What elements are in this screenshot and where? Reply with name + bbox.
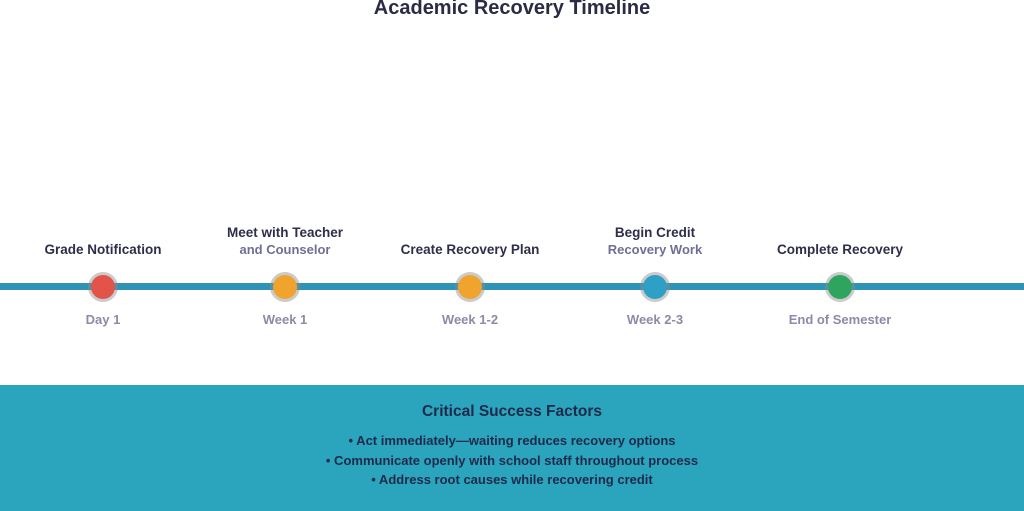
event-marker-dot <box>828 275 852 299</box>
event-time: Week 1-2 <box>441 312 499 327</box>
timeline-event: Create Recovery Plan Week 1-2 <box>360 0 580 511</box>
event-label: Grade Notification <box>0 242 213 257</box>
event-label: Create Recovery Plan <box>360 242 580 257</box>
timeline-event: Meet with Teacher and Counselor Week 1 <box>175 0 395 511</box>
event-title: Begin Credit <box>614 225 696 240</box>
event-title: Meet with Teacher <box>226 225 344 240</box>
success-factors-list: • Act immediately—waiting reduces recove… <box>0 431 1024 490</box>
event-label: Complete Recovery <box>730 242 950 257</box>
success-factor-item: • Act immediately—waiting reduces recove… <box>348 433 676 448</box>
success-factors-panel: Critical Success Factors • Act immediate… <box>0 385 1024 511</box>
event-time: End of Semester <box>788 312 892 327</box>
event-time: Day 1 <box>85 312 121 327</box>
event-marker-dot <box>643 275 667 299</box>
event-marker-dot <box>273 275 297 299</box>
event-title: Create Recovery Plan <box>400 242 540 257</box>
event-label: Meet with Teacher and Counselor <box>175 225 395 257</box>
event-subtitle: Recovery Work <box>607 242 703 257</box>
event-marker-dot <box>91 275 115 299</box>
timeline-event: Grade Notification Day 1 <box>0 0 213 511</box>
event-label: Begin Credit Recovery Work <box>545 225 765 257</box>
page-title: Academic Recovery Timeline <box>373 0 651 19</box>
event-time: Week 1 <box>262 312 308 327</box>
success-factor-item: • Address root causes while recovering c… <box>371 472 653 487</box>
event-marker-dot <box>458 275 482 299</box>
timeline-line <box>0 283 1024 290</box>
event-title: Complete Recovery <box>776 242 904 257</box>
success-factor-item: • Communicate openly with school staff t… <box>325 452 699 468</box>
event-subtitle: and Counselor <box>239 242 331 257</box>
timeline-event: Complete Recovery End of Semester <box>730 0 950 511</box>
success-factors-title: Critical Success Factors <box>421 403 603 420</box>
event-title: Grade Notification <box>44 242 162 257</box>
event-time: Week 2-3 <box>626 312 684 327</box>
timeline-event: Begin Credit Recovery Work Week 2-3 <box>545 0 765 511</box>
